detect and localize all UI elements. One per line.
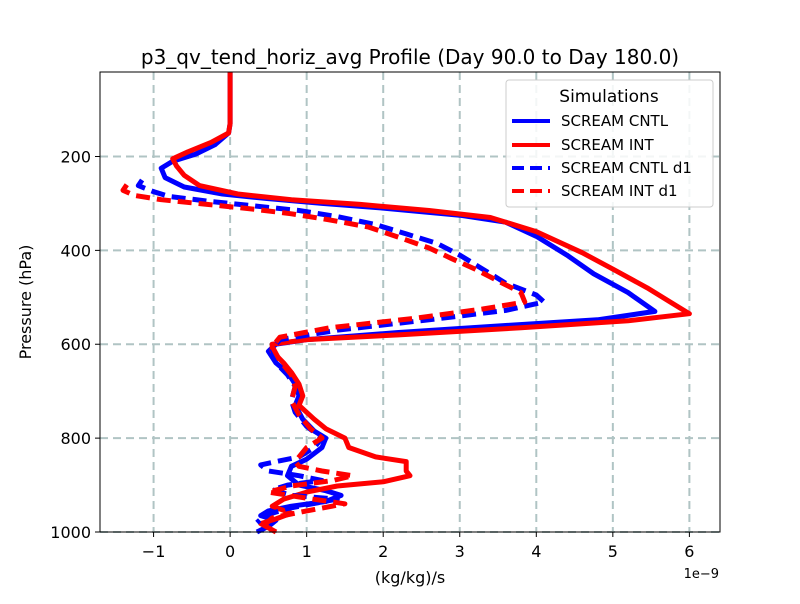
- legend-label-scream-int: SCREAM INT: [561, 136, 655, 154]
- y-tick-label: 200: [60, 147, 91, 166]
- legend-title: Simulations: [559, 87, 659, 107]
- y-tick-label: 600: [60, 335, 91, 354]
- series-layer: [120, 72, 692, 535]
- x-axis-label: (kg/kg)/s: [375, 568, 445, 587]
- x-tick-label: −1: [142, 542, 166, 561]
- x-tick-label: 5: [608, 542, 618, 561]
- y-tick-label: 400: [60, 241, 91, 260]
- series-line-scream-int-d1: [120, 183, 528, 527]
- legend-frame: [505, 79, 714, 208]
- ticks: −1 0 1 2 3 4 5 6 200 400 600 800 1000: [50, 147, 694, 561]
- grid: [100, 72, 720, 533]
- chart-title: p3_qv_tend_horiz_avg Profile (Day 90.0 t…: [141, 45, 679, 69]
- x-tick-label: 1: [302, 542, 312, 561]
- axes-frame: [99, 71, 721, 533]
- x-tick-label: 3: [455, 542, 465, 561]
- x-tick-label: 2: [378, 542, 388, 561]
- x-tick-label: 0: [225, 542, 235, 561]
- y-tick-label: 800: [60, 429, 91, 448]
- x-scale-offset: 1e−9: [684, 567, 719, 582]
- y-tick-label: 1000: [50, 523, 91, 542]
- y-axis-label: Pressure (hPa): [16, 245, 35, 360]
- series-line-scream-int: [170, 72, 692, 535]
- x-tick-label: 6: [684, 542, 694, 561]
- legend: Simulations SCREAM CNTL SCREAM INT SCREA…: [505, 79, 714, 208]
- x-tick-label: 4: [531, 542, 541, 561]
- legend-label-scream-int-d1: SCREAM INT d1: [561, 182, 678, 200]
- legend-label-scream-cntl: SCREAM CNTL: [561, 112, 669, 130]
- legend-label-scream-cntl-d1: SCREAM CNTL d1: [561, 159, 692, 177]
